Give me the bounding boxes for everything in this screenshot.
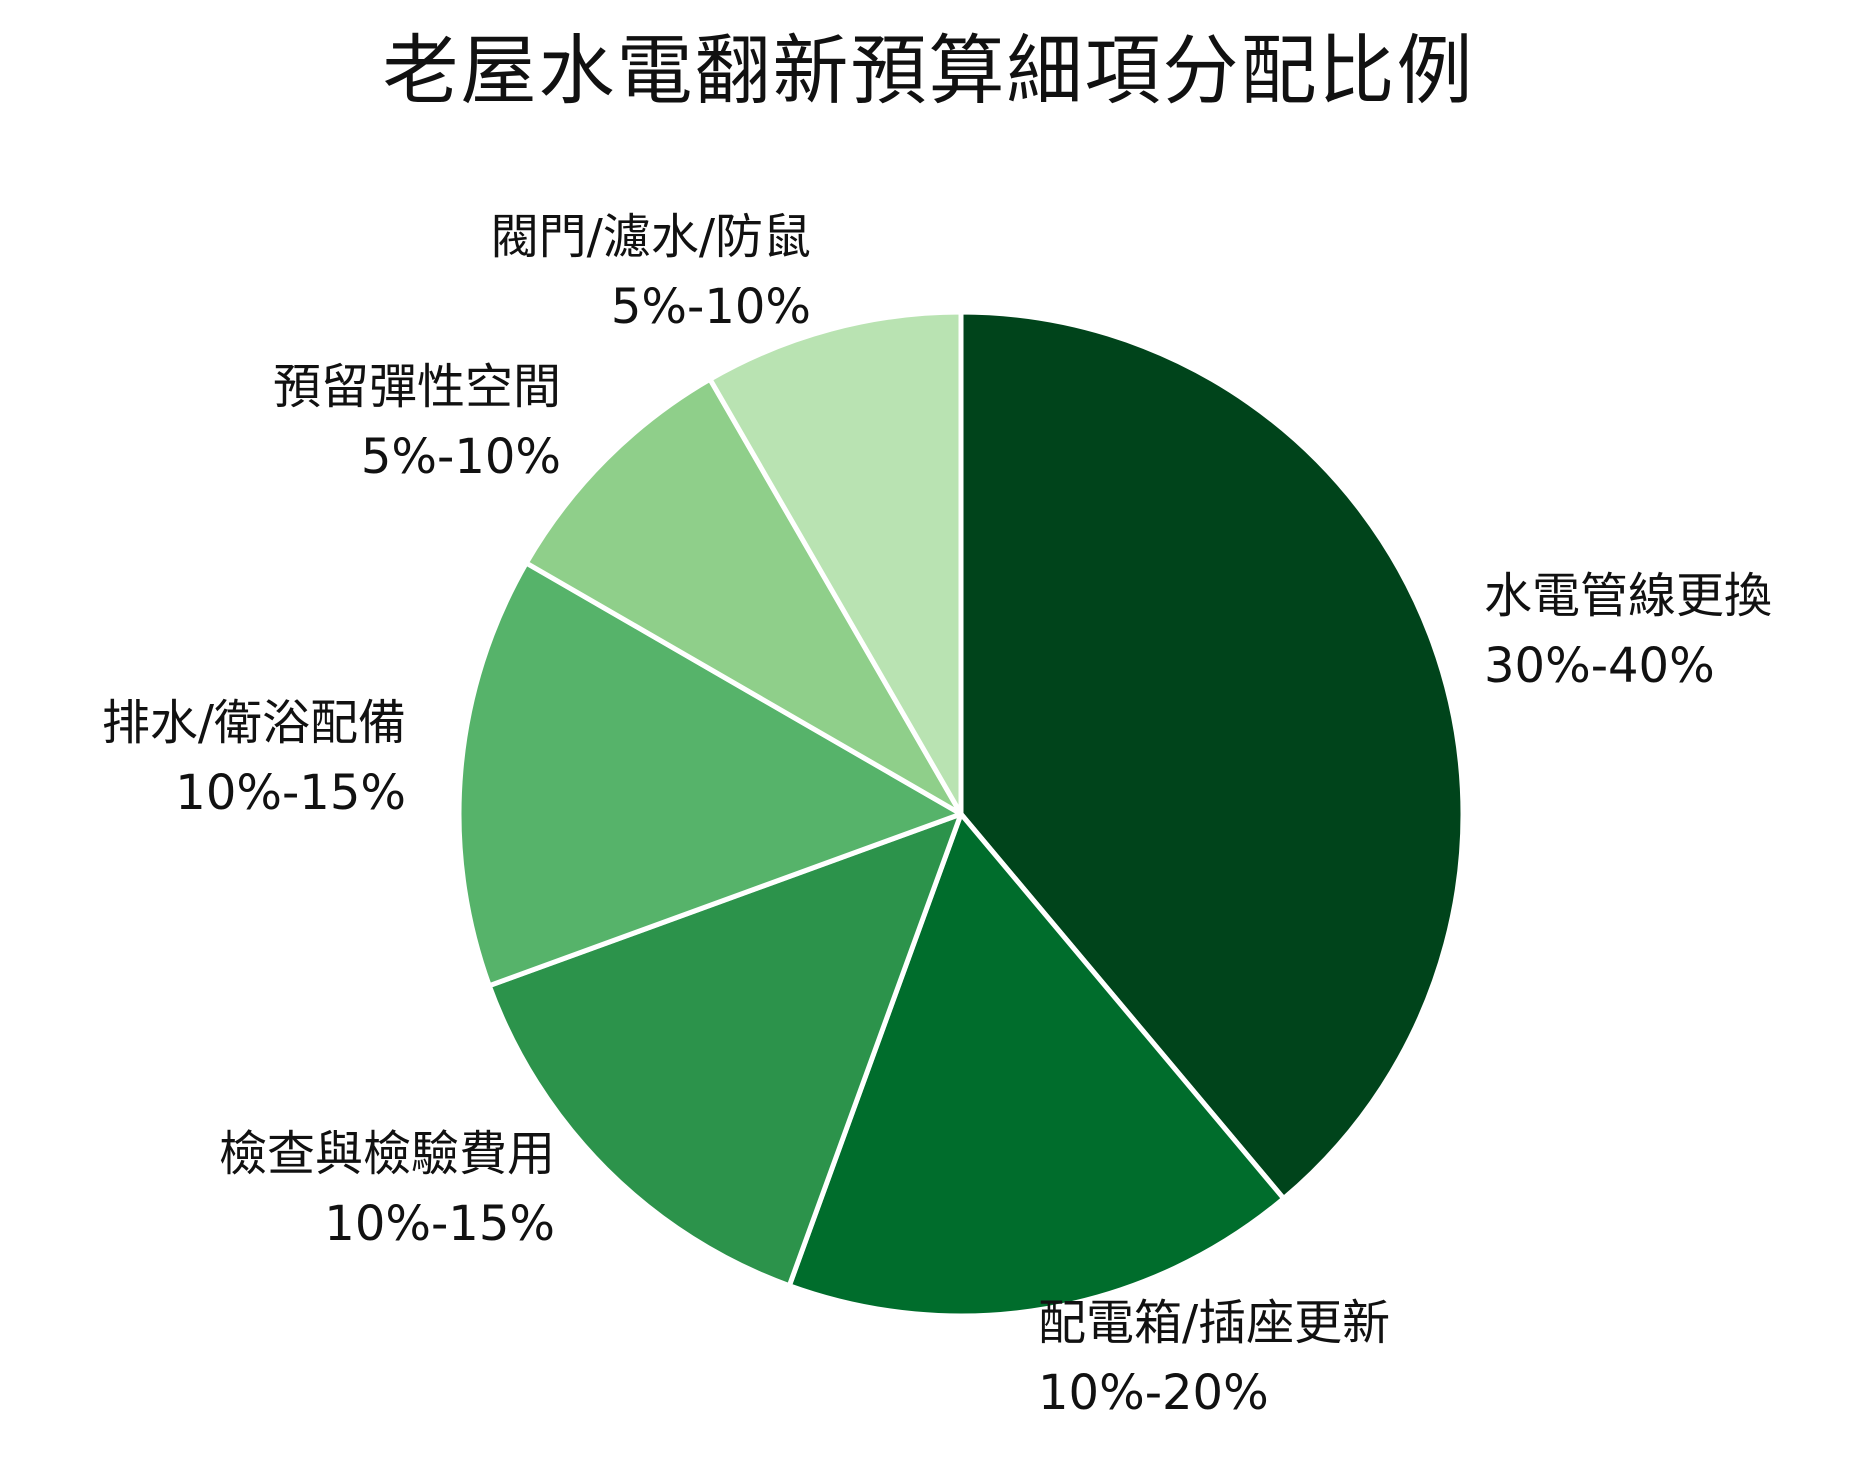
slice-label-pipe-replacement: 水電管線更換 30%-40% — [1484, 561, 1772, 701]
pie-slice-inspection — [486, 811, 964, 1289]
slice-label-range: 5%-10% — [610, 279, 811, 335]
pie-slice-pipe-replacement — [958, 309, 1466, 1202]
slice-label-name: 預留彈性空間 — [272, 359, 561, 415]
chart-title: 老屋水電翻新預算細項分配比例 — [382, 26, 1475, 115]
slice-label-range: 30%-40% — [1484, 638, 1715, 694]
slice-label-contingency: 預留彈性空間 5%-10% — [273, 352, 561, 492]
pie-slice-contingency — [523, 376, 964, 817]
pie-slice-panel-outlet — [786, 811, 1287, 1319]
slice-label-valves-filter: 閥門/濾水/防鼠 5%-10% — [491, 202, 811, 342]
slice-label-name: 檢查與檢驗費用 — [218, 1126, 555, 1182]
slice-label-inspection: 檢查與檢驗費用 10%-15% — [219, 1119, 555, 1259]
slice-label-name: 閥門/濾水/防鼠 — [490, 209, 811, 265]
slice-label-panel-outlet: 配電箱/插座更新 10%-20% — [1038, 1288, 1390, 1428]
slice-label-range: 10%-15% — [175, 765, 406, 821]
slice-label-name: 配電箱/插座更新 — [1038, 1295, 1391, 1351]
pie-slice-valves-filter — [707, 309, 964, 817]
slice-label-range: 5%-10% — [360, 429, 561, 485]
slice-label-range: 10%-15% — [324, 1196, 555, 1252]
slice-label-name: 水電管線更換 — [1484, 568, 1773, 624]
slice-label-range: 10%-20% — [1038, 1365, 1269, 1421]
pie-slice-drainage-bathroom — [456, 560, 964, 989]
slice-label-name: 排水/衛浴配備 — [101, 695, 406, 751]
slice-label-drainage-bathroom: 排水/衛浴配備 10%-15% — [102, 688, 406, 828]
